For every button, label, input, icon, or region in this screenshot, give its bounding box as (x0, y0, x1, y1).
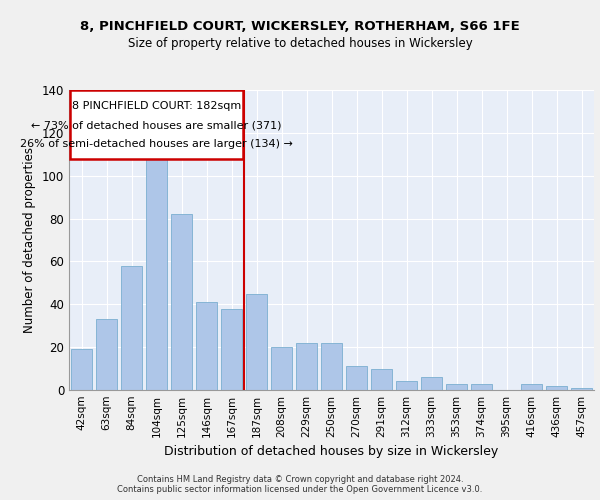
Bar (371, 368, 392, 390)
Bar (246, 294, 267, 390)
X-axis label: Distribution of detached houses by size in Wickersley: Distribution of detached houses by size … (164, 446, 499, 458)
Bar (321, 343, 342, 390)
Bar (70, 90, 243, 158)
Bar (221, 308, 242, 390)
Bar (171, 214, 192, 390)
Bar (71, 350, 92, 390)
Text: Contains public sector information licensed under the Open Government Licence v3: Contains public sector information licen… (118, 485, 482, 494)
Text: Contains HM Land Registry data © Crown copyright and database right 2024.: Contains HM Land Registry data © Crown c… (137, 475, 463, 484)
Text: 8, PINCHFIELD COURT, WICKERSLEY, ROTHERHAM, S66 1FE: 8, PINCHFIELD COURT, WICKERSLEY, ROTHERH… (80, 20, 520, 33)
Text: 8 PINCHFIELD COURT: 182sqm: 8 PINCHFIELD COURT: 182sqm (72, 100, 241, 110)
Bar (346, 366, 367, 390)
Text: Size of property relative to detached houses in Wickersley: Size of property relative to detached ho… (128, 38, 472, 51)
Bar (271, 347, 292, 390)
Bar (296, 343, 317, 390)
Bar (121, 266, 142, 390)
Bar (96, 320, 117, 390)
Bar (396, 382, 417, 390)
Bar (571, 388, 592, 390)
Bar (146, 137, 167, 390)
Bar (196, 302, 217, 390)
Bar (446, 384, 467, 390)
Bar (521, 384, 542, 390)
Text: ← 73% of detached houses are smaller (371): ← 73% of detached houses are smaller (37… (31, 120, 282, 130)
Text: 26% of semi-detached houses are larger (134) →: 26% of semi-detached houses are larger (… (20, 140, 293, 149)
Bar (471, 384, 492, 390)
Bar (421, 377, 442, 390)
Y-axis label: Number of detached properties: Number of detached properties (23, 147, 36, 333)
Bar (546, 386, 567, 390)
